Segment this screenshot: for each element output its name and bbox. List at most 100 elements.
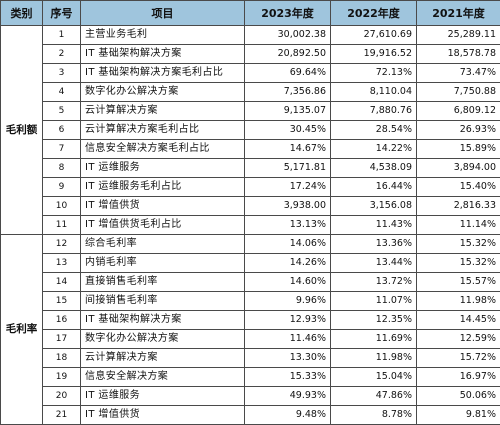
value-2023-cell: 9,135.07 bbox=[245, 102, 331, 121]
value-2021-cell: 7,750.88 bbox=[417, 83, 500, 102]
row-number-cell: 6 bbox=[43, 121, 81, 140]
value-2022-cell: 4,538.09 bbox=[331, 159, 417, 178]
item-name-cell: 数字化办公解决方案 bbox=[81, 83, 245, 102]
value-2022-cell: 3,156.08 bbox=[331, 197, 417, 216]
value-2023-cell: 69.64% bbox=[245, 64, 331, 83]
value-2023-cell: 3,938.00 bbox=[245, 197, 331, 216]
item-name-cell: IT 增值供货毛利占比 bbox=[81, 216, 245, 235]
value-2023-cell: 49.93% bbox=[245, 387, 331, 406]
value-2021-cell: 18,578.78 bbox=[417, 45, 500, 64]
row-number-cell: 7 bbox=[43, 140, 81, 159]
item-name-cell: 数字化办公解决方案 bbox=[81, 330, 245, 349]
item-name-cell: 云计算解决方案毛利占比 bbox=[81, 121, 245, 140]
value-2023-cell: 30.45% bbox=[245, 121, 331, 140]
row-number-cell: 8 bbox=[43, 159, 81, 178]
value-2022-cell: 13.36% bbox=[331, 235, 417, 254]
row-number-cell: 14 bbox=[43, 273, 81, 292]
value-2023-cell: 7,356.86 bbox=[245, 83, 331, 102]
value-2022-cell: 28.54% bbox=[331, 121, 417, 140]
row-number-cell: 12 bbox=[43, 235, 81, 254]
value-2023-cell: 12.93% bbox=[245, 311, 331, 330]
row-number-cell: 9 bbox=[43, 178, 81, 197]
item-name-cell: IT 基础架构解决方案 bbox=[81, 311, 245, 330]
item-name-cell: 云计算解决方案 bbox=[81, 102, 245, 121]
value-2021-cell: 14.45% bbox=[417, 311, 500, 330]
item-name-cell: IT 增值供货 bbox=[81, 197, 245, 216]
value-2022-cell: 27,610.69 bbox=[331, 26, 417, 45]
value-2021-cell: 25,289.11 bbox=[417, 26, 500, 45]
value-2023-cell: 14.26% bbox=[245, 254, 331, 273]
value-2021-cell: 6,809.12 bbox=[417, 102, 500, 121]
header-row: 类别 序号 项目 2023年度 2022年度 2021年度 bbox=[1, 1, 500, 26]
category-cell: 毛利额 bbox=[1, 26, 43, 235]
row-number-cell: 17 bbox=[43, 330, 81, 349]
value-2021-cell: 11.14% bbox=[417, 216, 500, 235]
row-number-cell: 13 bbox=[43, 254, 81, 273]
row-number-cell: 18 bbox=[43, 349, 81, 368]
header-2023: 2023年度 bbox=[245, 1, 331, 26]
row-number-cell: 5 bbox=[43, 102, 81, 121]
value-2023-cell: 9.96% bbox=[245, 292, 331, 311]
value-2021-cell: 2,816.33 bbox=[417, 197, 500, 216]
value-2021-cell: 15.32% bbox=[417, 254, 500, 273]
row-number-cell: 4 bbox=[43, 83, 81, 102]
value-2023-cell: 20,892.50 bbox=[245, 45, 331, 64]
item-name-cell: IT 运维服务 bbox=[81, 387, 245, 406]
value-2023-cell: 15.33% bbox=[245, 368, 331, 387]
value-2021-cell: 73.47% bbox=[417, 64, 500, 83]
value-2023-cell: 13.30% bbox=[245, 349, 331, 368]
header-number: 序号 bbox=[43, 1, 81, 26]
value-2021-cell: 15.32% bbox=[417, 235, 500, 254]
row-number-cell: 1 bbox=[43, 26, 81, 45]
value-2022-cell: 16.44% bbox=[331, 178, 417, 197]
item-name-cell: 主营业务毛利 bbox=[81, 26, 245, 45]
table-header: 类别 序号 项目 2023年度 2022年度 2021年度 bbox=[1, 1, 500, 26]
category-cell: 毛利率 bbox=[1, 235, 43, 425]
row-number-cell: 16 bbox=[43, 311, 81, 330]
row-number-cell: 10 bbox=[43, 197, 81, 216]
value-2021-cell: 3,894.00 bbox=[417, 159, 500, 178]
value-2022-cell: 11.69% bbox=[331, 330, 417, 349]
item-name-cell: IT 运维服务 bbox=[81, 159, 245, 178]
header-2022: 2022年度 bbox=[331, 1, 417, 26]
row-number-cell: 11 bbox=[43, 216, 81, 235]
value-2023-cell: 30,002.38 bbox=[245, 26, 331, 45]
value-2022-cell: 8,110.04 bbox=[331, 83, 417, 102]
item-name-cell: 间接销售毛利率 bbox=[81, 292, 245, 311]
value-2022-cell: 12.35% bbox=[331, 311, 417, 330]
value-2023-cell: 14.06% bbox=[245, 235, 331, 254]
header-item: 项目 bbox=[81, 1, 245, 26]
value-2022-cell: 11.98% bbox=[331, 349, 417, 368]
value-2023-cell: 5,171.81 bbox=[245, 159, 331, 178]
row-number-cell: 2 bbox=[43, 45, 81, 64]
row-number-cell: 3 bbox=[43, 64, 81, 83]
header-category: 类别 bbox=[1, 1, 43, 26]
item-name-cell: 直接销售毛利率 bbox=[81, 273, 245, 292]
item-name-cell: 信息安全解决方案毛利占比 bbox=[81, 140, 245, 159]
item-name-cell: 内销毛利率 bbox=[81, 254, 245, 273]
value-2022-cell: 11.43% bbox=[331, 216, 417, 235]
value-2022-cell: 14.22% bbox=[331, 140, 417, 159]
value-2021-cell: 26.93% bbox=[417, 121, 500, 140]
row-number-cell: 19 bbox=[43, 368, 81, 387]
item-name-cell: 综合毛利率 bbox=[81, 235, 245, 254]
value-2021-cell: 15.89% bbox=[417, 140, 500, 159]
header-2021: 2021年度 bbox=[417, 1, 500, 26]
